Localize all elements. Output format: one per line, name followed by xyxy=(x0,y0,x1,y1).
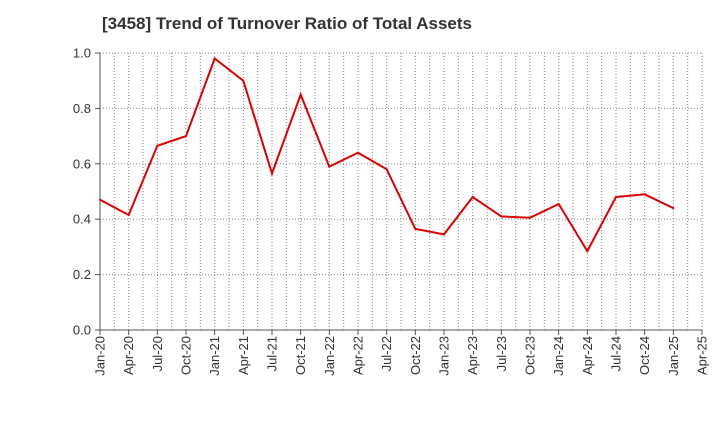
x-tick-label: Jul-24 xyxy=(609,336,624,371)
y-tick-label: 0.0 xyxy=(73,323,91,338)
x-tick-label: Jan-23 xyxy=(437,336,452,376)
data-point xyxy=(615,196,617,199)
data-point xyxy=(672,207,675,210)
axes xyxy=(99,53,703,331)
y-tick-label: 0.8 xyxy=(73,101,91,116)
x-tick-label: Jan-21 xyxy=(207,336,222,376)
data-point xyxy=(271,172,273,175)
x-tick-label: Jan-22 xyxy=(322,336,337,376)
x-tick-label: Apr-21 xyxy=(236,336,251,375)
y-tick-labels: 0.0 0.2 0.4 0.6 0.8 1.0 xyxy=(73,46,100,338)
x-tick-label: Jul-21 xyxy=(265,336,280,371)
x-tick-label: Jul-23 xyxy=(494,336,509,371)
data-point xyxy=(414,227,417,230)
chart-title: [3458] Trend of Turnover Ratio of Total … xyxy=(102,14,472,33)
x-tick-label: Jan-25 xyxy=(666,336,681,376)
data-point xyxy=(500,215,503,218)
data-point xyxy=(443,233,445,236)
x-tick-label: Apr-22 xyxy=(351,336,366,375)
data-point xyxy=(385,168,388,171)
data-point xyxy=(127,214,130,217)
y-tick-label: 0.6 xyxy=(73,156,91,171)
data-point xyxy=(156,144,159,147)
data-point xyxy=(471,196,474,199)
x-tick-label: Apr-23 xyxy=(465,336,480,375)
data-point xyxy=(185,135,187,138)
data-point xyxy=(299,93,302,96)
x-tick-label: Oct-21 xyxy=(293,336,308,375)
y-tick-label: 0.4 xyxy=(73,212,91,227)
x-tick-label: Jan-24 xyxy=(551,336,566,376)
x-tick-label: Apr-20 xyxy=(121,336,136,375)
data-point xyxy=(357,151,359,154)
x-tick-label: Jul-22 xyxy=(379,336,394,371)
x-tick-label: Apr-24 xyxy=(580,336,595,375)
data-point xyxy=(586,250,589,253)
x-tick-label: Jan-20 xyxy=(93,336,108,376)
x-tick-label: Oct-22 xyxy=(408,336,423,375)
y-tick-label: 0.2 xyxy=(73,267,91,282)
series-layer xyxy=(99,56,675,254)
y-tick-label: 1.0 xyxy=(73,46,91,61)
x-tick-label: Oct-20 xyxy=(179,336,194,375)
x-tick-label: Jul-20 xyxy=(150,336,165,371)
x-tick-label: Oct-24 xyxy=(637,336,652,375)
x-tick-labels: Jan-20 Apr-20 Jul-20 Oct-20 Jan-21 Apr-21 Jul-… xyxy=(93,330,710,376)
grid-lines xyxy=(100,52,702,330)
data-point xyxy=(328,165,331,168)
data-point xyxy=(643,193,646,196)
x-tick-label: Apr-25 xyxy=(695,336,710,375)
data-point xyxy=(99,198,101,201)
x-tick-label: Oct-23 xyxy=(523,336,538,375)
data-point xyxy=(242,79,245,82)
data-point xyxy=(557,202,560,205)
data-point xyxy=(529,216,531,219)
data-point xyxy=(213,57,216,60)
